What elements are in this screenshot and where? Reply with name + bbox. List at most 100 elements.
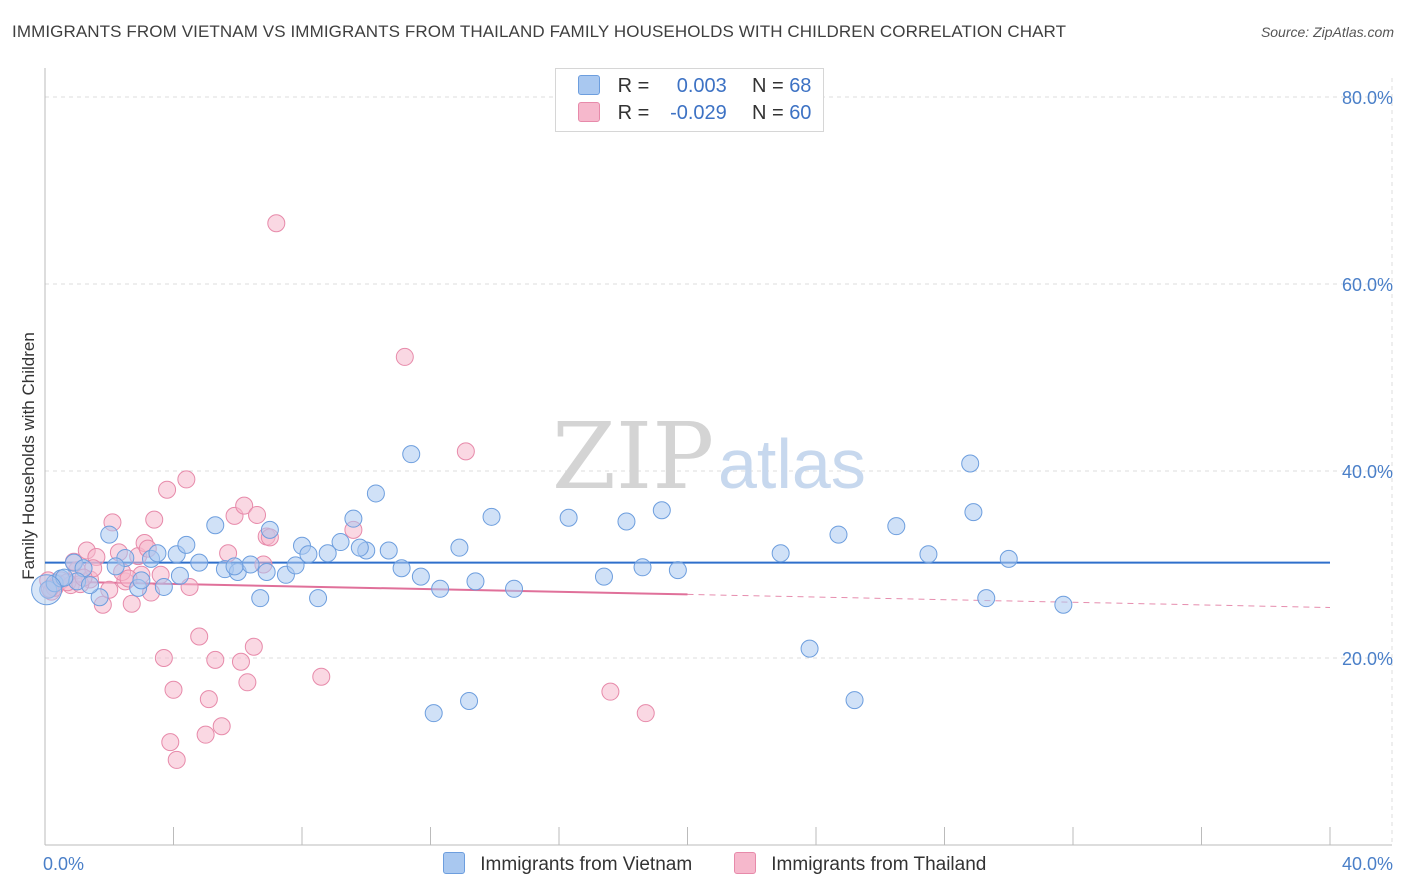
- vietnam-point: [286, 556, 305, 575]
- vietnam-point: [379, 541, 398, 560]
- y-tick-label: 60.0%: [1342, 275, 1393, 295]
- vietnam-point: [257, 562, 276, 581]
- bottom-legend-vietnam: Immigrants from Vietnam: [443, 852, 692, 876]
- thailand-point: [161, 733, 180, 752]
- legend-n-label: N =: [751, 102, 784, 124]
- vietnam-point: [100, 525, 119, 544]
- vietnam-point: [177, 535, 196, 554]
- thailand-point: [196, 725, 215, 744]
- legend-row-thailand: R = -0.029 N = 60: [578, 102, 811, 126]
- vietnam-point: [170, 566, 189, 585]
- bottom-legend-thailand: Immigrants from Thailand: [734, 852, 986, 876]
- watermark-zip: ZIP: [552, 403, 714, 510]
- thailand-point: [636, 704, 655, 723]
- thailand-point: [164, 680, 183, 699]
- vietnam-point: [964, 503, 983, 522]
- thailand-swatch: [578, 102, 600, 122]
- legend-r-value: 0.003: [676, 75, 727, 97]
- vietnam-point: [241, 555, 260, 574]
- x-tick-label: 40.0%: [1342, 854, 1393, 874]
- vietnam-point: [919, 545, 938, 564]
- vietnam-point: [652, 501, 671, 520]
- thailand-point: [312, 667, 331, 686]
- thailand-point: [206, 650, 225, 669]
- vietnam-point: [961, 454, 980, 473]
- bottom-legend-vietnam-label: Immigrants from Vietnam: [480, 854, 693, 875]
- vietnam-point: [90, 588, 109, 607]
- legend-row-vietnam: R = 0.003 N = 68: [578, 75, 811, 99]
- chart-title: IMMIGRANTS FROM VIETNAM VS IMMIGRANTS FR…: [12, 22, 1067, 41]
- legend-n-value: 60: [789, 102, 812, 124]
- vietnam-point: [148, 544, 167, 563]
- thailand-trendline: [44, 580, 688, 596]
- thailand-point: [395, 347, 414, 366]
- vietnam-point: [482, 507, 501, 526]
- vietnam-point: [431, 579, 450, 598]
- y-tick-label: 20.0%: [1342, 649, 1393, 669]
- vietnam-point: [460, 692, 479, 711]
- thailand-point: [601, 682, 620, 701]
- vietnam-point: [309, 589, 328, 608]
- vietnam-cluster-point: [31, 574, 63, 606]
- thailand-point: [154, 649, 173, 667]
- x-tick-label: 0.0%: [43, 854, 84, 874]
- y-tick-labels: 20.0% 40.0% 60.0% 80.0%: [1342, 88, 1393, 669]
- vietnam-point: [845, 691, 864, 710]
- vietnam-point: [331, 533, 350, 552]
- vietnam-point: [771, 544, 790, 563]
- thailand-point: [244, 637, 263, 656]
- vietnam-point: [80, 576, 99, 595]
- thailand-swatch: [734, 852, 756, 874]
- vietnam-point: [318, 544, 337, 563]
- thailand-point: [199, 690, 218, 709]
- vietnam-point: [800, 639, 819, 658]
- legend-n-value: 68: [789, 75, 812, 97]
- vietnam-point: [617, 512, 636, 531]
- thailand-point: [248, 505, 267, 524]
- vietnam-point: [977, 589, 996, 608]
- vietnam-point: [559, 508, 578, 527]
- vietnam-point: [402, 445, 421, 464]
- thailand-point: [177, 470, 196, 489]
- source-label: Source: ZipAtlas.com: [1260, 24, 1394, 40]
- gridlines: [45, 78, 1393, 845]
- vietnam-point: [350, 538, 369, 557]
- legend-r-value: -0.029: [670, 102, 727, 124]
- legend-r-label: R =: [617, 75, 650, 97]
- watermark: ZIP atlas: [552, 403, 866, 510]
- vietnam-point: [668, 561, 687, 580]
- points: [31, 214, 1073, 769]
- thailand-point: [145, 510, 164, 529]
- thailand-trendline-extension: [687, 593, 1331, 609]
- thailand-point: [212, 717, 231, 736]
- vietnam-point: [1054, 595, 1073, 614]
- vietnam-point: [829, 525, 848, 544]
- axes: [44, 68, 1392, 846]
- vietnam-point: [251, 589, 270, 608]
- y-tick-label: 80.0%: [1342, 88, 1393, 108]
- vietnam-point: [344, 509, 363, 528]
- vietnam-point: [633, 558, 652, 577]
- y-axis-label: Family Households with Children: [19, 332, 38, 580]
- vietnam-point: [190, 553, 209, 572]
- legend-n-label: N =: [751, 75, 784, 97]
- vietnam-point: [466, 572, 485, 591]
- vietnam-point: [366, 484, 385, 503]
- legend-r-label: R =: [617, 102, 650, 124]
- vietnam-point: [154, 577, 173, 596]
- vietnam-point: [594, 567, 613, 586]
- vietnam-point: [424, 704, 443, 723]
- thailand-point: [235, 496, 254, 515]
- correlation-legend: R = 0.003 N = 68 R = -0.029 N = 60: [555, 68, 824, 132]
- vietnam-point: [392, 559, 411, 578]
- y-tick-label: 40.0%: [1342, 462, 1393, 482]
- vietnam-point: [887, 517, 906, 536]
- vietnam-point: [999, 549, 1018, 568]
- vietnam-swatch: [443, 852, 465, 874]
- thailand-point: [267, 214, 286, 233]
- watermark-atlas: atlas: [718, 425, 866, 503]
- vietnam-point: [299, 545, 318, 564]
- bottom-legend-thailand-label: Immigrants from Thailand: [771, 854, 987, 875]
- thailand-point: [456, 442, 475, 461]
- vietnam-point: [450, 538, 469, 557]
